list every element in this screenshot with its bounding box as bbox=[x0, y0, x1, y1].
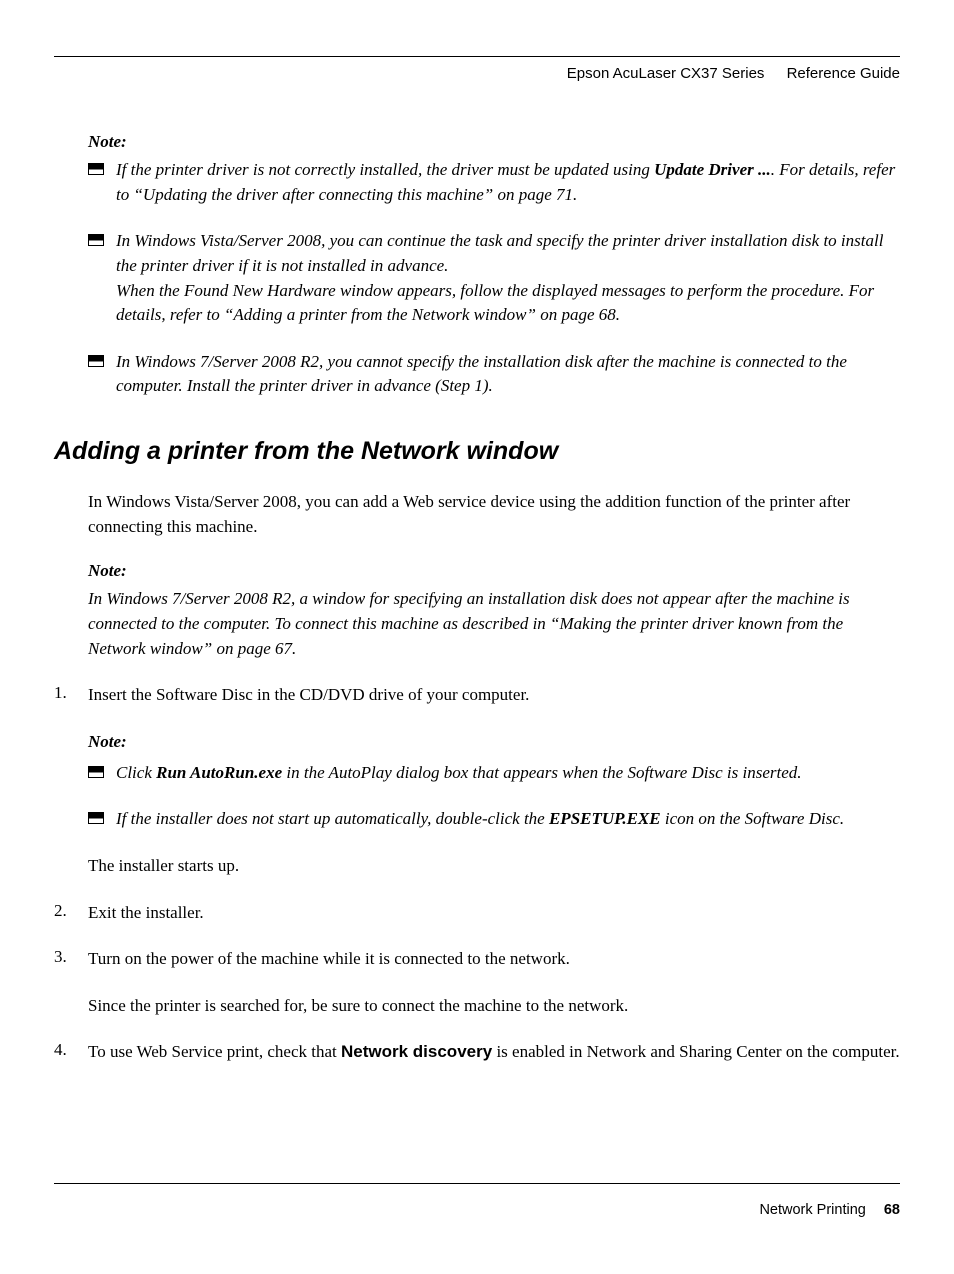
step-body: To use Web Service print, check that Net… bbox=[88, 1040, 900, 1065]
top-note-item: In Windows 7/Server 2008 R2, you cannot … bbox=[88, 350, 900, 399]
header-doctype: Reference Guide bbox=[787, 65, 900, 82]
step-number: 1. bbox=[54, 683, 88, 703]
top-note-item: In Windows Vista/Server 2008, you can co… bbox=[88, 229, 900, 328]
page-footer: Network Printing 68 bbox=[54, 1183, 900, 1218]
checkbox-bullet-icon bbox=[88, 812, 104, 824]
top-note-text: If the printer driver is not correctly i… bbox=[116, 158, 900, 207]
step-item: 4. To use Web Service print, check that … bbox=[54, 1040, 900, 1065]
step1-sub-text: Click Run AutoRun.exe in the AutoPlay di… bbox=[116, 761, 900, 786]
footer-section: Network Printing bbox=[759, 1202, 865, 1218]
step-item: 3. Turn on the power of the machine whil… bbox=[54, 947, 900, 1018]
header-rule bbox=[54, 56, 900, 57]
footer-text: Network Printing 68 bbox=[54, 1202, 900, 1218]
step1-sub-list: Click Run AutoRun.exe in the AutoPlay di… bbox=[88, 761, 900, 832]
page: Epson AcuLaser CX37 Series Reference Gui… bbox=[0, 0, 954, 1274]
step-body: Insert the Software Disc in the CD/DVD d… bbox=[88, 683, 900, 878]
step1-sub-text: If the installer does not start up autom… bbox=[116, 807, 900, 832]
footer-rule bbox=[54, 1183, 900, 1184]
step1-sub-item: Click Run AutoRun.exe in the AutoPlay di… bbox=[88, 761, 900, 786]
step-item: 2. Exit the installer. bbox=[54, 901, 900, 926]
intro-paragraph: In Windows Vista/Server 2008, you can ad… bbox=[88, 490, 900, 539]
top-note-list: If the printer driver is not correctly i… bbox=[88, 158, 900, 399]
step-body: Turn on the power of the machine while i… bbox=[88, 947, 900, 1018]
top-note-text: In Windows Vista/Server 2008, you can co… bbox=[116, 229, 900, 328]
step1-tail: The installer starts up. bbox=[88, 854, 900, 879]
top-note-text: In Windows 7/Server 2008 R2, you cannot … bbox=[116, 350, 900, 399]
note-label-top: Note: bbox=[88, 132, 900, 152]
header-product: Epson AcuLaser CX37 Series bbox=[567, 65, 765, 82]
step-body: Exit the installer. bbox=[88, 901, 900, 926]
body-content: Note: If the printer driver is not corre… bbox=[54, 132, 900, 1065]
running-header: Epson AcuLaser CX37 Series Reference Gui… bbox=[54, 65, 900, 82]
step-item: 1. Insert the Software Disc in the CD/DV… bbox=[54, 683, 900, 878]
step1-sub-item: If the installer does not start up autom… bbox=[88, 807, 900, 832]
note-label-step1: Note: bbox=[88, 730, 900, 755]
step-number: 3. bbox=[54, 947, 88, 967]
checkbox-bullet-icon bbox=[88, 766, 104, 778]
steps-list: 1. Insert the Software Disc in the CD/DV… bbox=[54, 683, 900, 1065]
checkbox-bullet-icon bbox=[88, 163, 104, 175]
step-number: 4. bbox=[54, 1040, 88, 1060]
step-number: 2. bbox=[54, 901, 88, 921]
checkbox-bullet-icon bbox=[88, 355, 104, 367]
step3-tail: Since the printer is searched for, be su… bbox=[88, 994, 900, 1019]
top-note-item: If the printer driver is not correctly i… bbox=[88, 158, 900, 207]
section-heading: Adding a printer from the Network window bbox=[54, 437, 900, 466]
mid-note-paragraph: In Windows 7/Server 2008 R2, a window fo… bbox=[88, 587, 900, 661]
footer-page-number: 68 bbox=[884, 1202, 900, 1218]
note-label-mid: Note: bbox=[88, 561, 900, 581]
checkbox-bullet-icon bbox=[88, 234, 104, 246]
